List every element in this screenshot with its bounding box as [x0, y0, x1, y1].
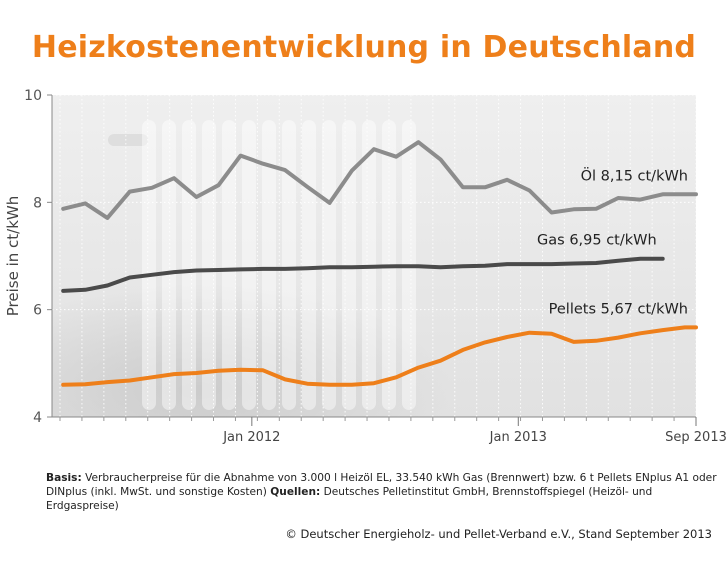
- radiator-rib-shape: [222, 120, 236, 410]
- y-tick-label: 10: [24, 88, 42, 104]
- radiator-rib-shape: [322, 120, 336, 410]
- footnote-sources-label: Quellen:: [270, 486, 321, 498]
- radiator-rib-shape: [302, 120, 316, 410]
- chart-title: Heizkostenentwicklung in Deutschland: [31, 30, 697, 65]
- series-line-pellets: [61, 325, 698, 387]
- radiator-rib-shape: [282, 120, 296, 410]
- footnote: Basis: Verbraucherpreise für die Abnahme…: [46, 471, 722, 513]
- footnote-basis-text: Verbraucherpreise für die Abnahme von 3.…: [46, 472, 717, 498]
- radiator-rib-shape: [162, 120, 176, 410]
- radiator-rib-shape: [242, 120, 256, 410]
- series-label-l: Öl 8,15 ct/kWh: [581, 166, 688, 184]
- line-chart: 4 6 8 10 Jan 2012 Jan 2013 Sep 2013 Preise in c…: [4, 88, 727, 445]
- series-label-gas: Gas 6,95 ct/kWh: [537, 233, 657, 249]
- radiator-rib-shape: [262, 120, 276, 410]
- y-tick-label: 4: [33, 410, 42, 426]
- y-axis-label: Preise in ct/kWh: [4, 196, 22, 316]
- y-tick-label: 6: [33, 303, 42, 319]
- radiator-rib-shape: [182, 120, 196, 410]
- radiator-watermark: [108, 120, 416, 410]
- axes: 4 6 8 10 Jan 2012 Jan 2013 Sep 2013 Preise in c…: [4, 88, 727, 445]
- footnote-basis-label: Basis:: [46, 472, 82, 484]
- radiator-rib-shape: [142, 120, 156, 410]
- series-label-pellets: Pellets 5,67 ct/kWh: [549, 301, 688, 317]
- radiator-valve-shape: [108, 134, 148, 146]
- copyright: © Deutscher Energieholz- und Pellet-Verb…: [285, 527, 712, 541]
- x-tick-label: Jan 2013: [489, 430, 547, 445]
- x-tick-label: Jan 2012: [222, 430, 280, 445]
- series-labels: Öl 8,15 ct/kWh Gas 6,95 ct/kWh Pellets 5,6…: [537, 166, 688, 317]
- series-line-gas: [61, 256, 665, 293]
- series-layer: [61, 140, 698, 387]
- series-line-l: [61, 140, 698, 220]
- radiator-rib-shape: [342, 120, 356, 410]
- x-tick-label: Sep 2013: [665, 430, 727, 445]
- footnote-sources-text: Deutsches Pelletinstitut GmbH, Brennstof…: [46, 486, 653, 512]
- y-tick-label: 8: [33, 195, 42, 211]
